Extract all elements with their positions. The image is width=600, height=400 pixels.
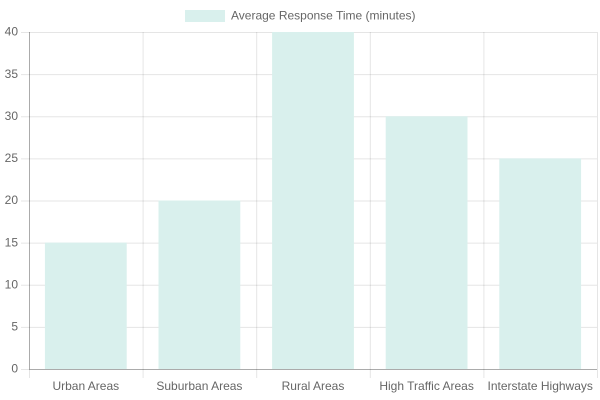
- legend-label: Average Response Time (minutes): [231, 9, 416, 23]
- x-tick-label: Suburban Areas: [156, 379, 242, 393]
- bar: [272, 32, 354, 369]
- y-tick-label: 25: [5, 151, 19, 165]
- x-tick-label: Interstate Highways: [488, 379, 593, 393]
- x-tick-label: Rural Areas: [282, 379, 345, 393]
- y-tick-label: 30: [5, 109, 19, 123]
- y-tick-label: 40: [5, 25, 19, 39]
- bar: [499, 158, 582, 369]
- x-tick-label: High Traffic Areas: [379, 379, 474, 393]
- bar: [385, 116, 468, 369]
- bar: [44, 242, 127, 369]
- y-tick-label: 10: [5, 277, 19, 291]
- legend-swatch: [185, 10, 225, 22]
- bar: [158, 200, 241, 369]
- x-tick-label: Urban Areas: [52, 379, 119, 393]
- y-tick-label: 0: [11, 362, 18, 376]
- y-tick-label: 5: [11, 320, 18, 334]
- y-tick-label: 15: [5, 235, 19, 249]
- y-tick-label: 20: [5, 193, 19, 207]
- y-tick-label: 35: [5, 67, 19, 81]
